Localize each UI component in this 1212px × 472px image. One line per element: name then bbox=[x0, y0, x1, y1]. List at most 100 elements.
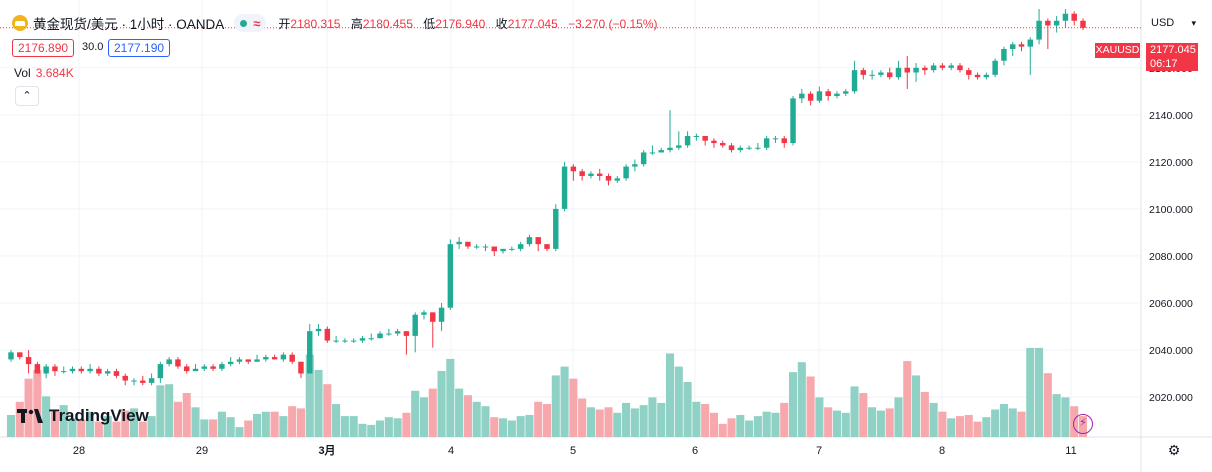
candle-body bbox=[25, 357, 32, 365]
candle-body bbox=[737, 147, 744, 151]
candle-body bbox=[377, 333, 383, 339]
candle-body bbox=[245, 359, 251, 362]
candle-body bbox=[342, 340, 348, 342]
candle-body bbox=[1018, 44, 1025, 47]
volume-bar bbox=[885, 408, 894, 437]
candle-body bbox=[438, 307, 445, 322]
wave-icon: ≈ bbox=[253, 15, 261, 31]
y-tick-label: 2120.000 bbox=[1149, 157, 1193, 169]
spread-value: 30.0 bbox=[82, 41, 104, 53]
candle-body bbox=[878, 72, 884, 75]
volume-label: Vol bbox=[14, 66, 31, 80]
candle-body bbox=[605, 175, 612, 181]
x-tick-label: 11 bbox=[1065, 445, 1076, 457]
x-tick-label: 3月 bbox=[318, 444, 335, 457]
candle-body bbox=[772, 138, 779, 140]
candle-body bbox=[588, 173, 594, 176]
symbol-title[interactable]: 黄金现货/美元 · 1小时 · OANDA bbox=[33, 17, 225, 32]
volume-bar bbox=[753, 416, 762, 437]
candle-body bbox=[447, 244, 454, 308]
candle-body bbox=[711, 140, 717, 144]
candle-body bbox=[60, 371, 67, 373]
candle-body bbox=[140, 380, 146, 383]
candle-body bbox=[491, 246, 498, 252]
candle-body bbox=[403, 331, 410, 336]
candle-body bbox=[851, 70, 858, 92]
candle-body bbox=[87, 368, 93, 372]
candle-body bbox=[500, 248, 506, 252]
x-tick-label: 29 bbox=[196, 445, 208, 457]
x-tick-label: 4 bbox=[448, 445, 454, 457]
volume-bar bbox=[252, 413, 262, 437]
candle-body bbox=[43, 366, 49, 374]
volume-bar bbox=[6, 415, 16, 437]
volume-bar bbox=[674, 366, 683, 437]
candle-body bbox=[122, 375, 128, 381]
currency-select[interactable]: USD ▾ bbox=[1147, 13, 1200, 33]
buy-price-button[interactable]: 2177.190 bbox=[108, 39, 171, 57]
candle-body bbox=[263, 357, 269, 360]
chevron-up-icon: ⌃ bbox=[22, 90, 32, 102]
candle-body bbox=[289, 354, 295, 362]
candle-body bbox=[34, 364, 41, 374]
volume-bar bbox=[938, 411, 947, 437]
volume-bar bbox=[77, 419, 86, 437]
volume-bar bbox=[296, 408, 306, 437]
candle-body bbox=[649, 152, 656, 154]
volume-bar bbox=[894, 397, 903, 437]
volume-bar bbox=[1026, 347, 1035, 437]
volume-bar bbox=[955, 416, 965, 437]
volume-bar bbox=[42, 396, 51, 437]
volume-bar bbox=[261, 411, 270, 437]
volume-bar bbox=[912, 375, 921, 437]
y-tick-label: 2040.000 bbox=[1149, 345, 1193, 357]
volume-bar bbox=[24, 378, 33, 437]
volume-bar bbox=[920, 391, 929, 437]
candle-body bbox=[693, 135, 700, 137]
volume-bar bbox=[68, 418, 77, 437]
open-value: 2180.315 bbox=[290, 16, 341, 31]
volume-bar bbox=[692, 401, 701, 437]
volume-bar bbox=[665, 353, 675, 437]
lightning-icon[interactable]: ⚡ bbox=[1073, 414, 1093, 434]
currency-label: USD bbox=[1151, 17, 1175, 29]
candle-body bbox=[948, 65, 954, 68]
candle-body bbox=[280, 354, 287, 360]
volume-bar bbox=[209, 419, 218, 437]
volume-bar bbox=[437, 371, 446, 437]
candle-body bbox=[895, 67, 902, 78]
candle-body bbox=[579, 171, 585, 176]
volume-bar bbox=[973, 421, 982, 437]
volume-bar bbox=[841, 412, 850, 437]
volume-bar bbox=[797, 362, 806, 437]
candle-body bbox=[96, 368, 102, 374]
candle-body bbox=[359, 338, 366, 341]
collapse-legend-button[interactable]: ⌃ bbox=[15, 86, 39, 106]
sell-price-button[interactable]: 2176.890 bbox=[12, 39, 75, 57]
candle-body bbox=[544, 244, 550, 249]
candle-body bbox=[992, 60, 998, 75]
volume-bar bbox=[868, 407, 877, 437]
candle-body bbox=[966, 70, 972, 75]
volume-bar bbox=[982, 417, 991, 437]
volume-legend: Vol 3.684K bbox=[14, 66, 74, 80]
volume-bar bbox=[244, 420, 253, 437]
volume-bar bbox=[964, 415, 973, 437]
gear-icon[interactable]: ⚙ bbox=[1167, 442, 1181, 458]
candle-body bbox=[755, 147, 761, 149]
volume-bar bbox=[876, 410, 885, 437]
volume-bar bbox=[235, 427, 244, 437]
volume-bar bbox=[103, 416, 112, 437]
tradingview-logo[interactable]: TradingView bbox=[17, 406, 149, 426]
volume-bar bbox=[771, 412, 780, 437]
low-value: 2176.940 bbox=[435, 16, 486, 31]
volume-bar bbox=[630, 408, 639, 437]
candle-body bbox=[781, 138, 787, 144]
candle-body bbox=[763, 138, 770, 148]
market-status-pill[interactable]: ≈ bbox=[234, 14, 267, 32]
volume-bar bbox=[270, 411, 279, 437]
volume-bar bbox=[683, 382, 692, 437]
candle-body bbox=[298, 361, 304, 374]
candle-body bbox=[104, 371, 111, 374]
